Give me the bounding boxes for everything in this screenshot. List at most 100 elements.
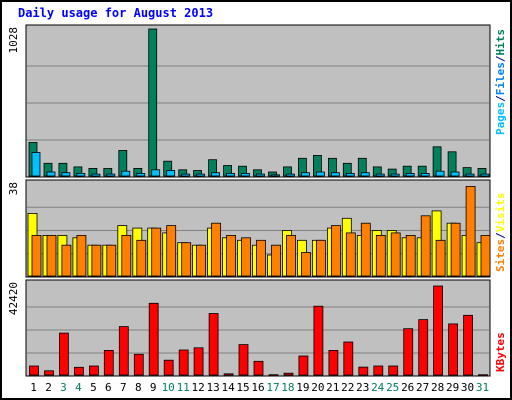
bar-files-day-26 [405, 172, 415, 177]
bar-files-day-22 [345, 172, 355, 177]
bar-sites-day-9 [151, 227, 162, 277]
panel-kbytes: 42420 KBytes [7, 279, 507, 377]
bar-kbytes-day-10 [163, 359, 174, 376]
bar-sites-day-26 [405, 234, 416, 277]
bar-files-day-1 [31, 152, 41, 177]
bar-kbytes-day-13 [208, 313, 219, 376]
bar-sites-day-15 [241, 237, 251, 277]
bar-kbytes-day-24 [373, 365, 384, 376]
bar-kbytes-day-1 [29, 365, 39, 376]
panel-background [25, 24, 491, 178]
bar-files-day-30 [465, 173, 475, 177]
bar-kbytes-day-26 [403, 328, 414, 376]
bar-sites-day-24 [375, 234, 386, 277]
bar-sites-day-18 [286, 234, 296, 277]
bar-kbytes-day-19 [298, 355, 309, 376]
bar-kbytes-day-29 [448, 323, 459, 376]
legend-sites: Sites [494, 239, 507, 272]
legend-separator: / [494, 232, 507, 239]
x-tick-label-17: 17 [266, 381, 279, 394]
bar-files-day-4 [76, 172, 86, 177]
bar-files-day-9 [151, 169, 161, 177]
bar-sites-day-25 [390, 232, 401, 277]
bar-files-day-23 [360, 172, 370, 177]
bar-kbytes-day-14 [223, 373, 234, 376]
x-tick-label-30: 30 [461, 381, 474, 394]
y-max-label: 38 [7, 182, 20, 195]
legend-separator: / [494, 55, 507, 62]
bar-files-day-7 [121, 170, 131, 177]
x-tick-label-11: 11 [177, 381, 190, 394]
bar-sites-day-4 [76, 234, 87, 277]
bar-files-day-17 [271, 174, 280, 177]
bar-sites-day-11 [181, 242, 192, 277]
bar-kbytes-day-27 [418, 319, 429, 376]
bar-files-day-25 [390, 173, 400, 177]
x-tick-label-16: 16 [251, 381, 264, 394]
bar-kbytes-day-28 [433, 285, 444, 376]
y-max-label: 42420 [7, 282, 20, 315]
bar-sites-day-6 [106, 244, 117, 277]
x-tick-label-18: 18 [281, 381, 294, 394]
panel-hits: 1028 Pages/Files/Hits [7, 24, 507, 178]
bar-files-day-20 [315, 171, 325, 177]
bar-sites-day-2 [46, 234, 57, 277]
legend: Sites/Visits [494, 193, 507, 273]
x-tick-label-19: 19 [296, 381, 309, 394]
legend-hits: Hits [494, 29, 507, 56]
bar-kbytes-day-5 [89, 365, 99, 376]
bar-kbytes-day-4 [74, 366, 84, 376]
x-tick-label-3: 3 [60, 381, 67, 394]
bar-files-day-29 [450, 171, 460, 177]
bar-sites-day-21 [330, 225, 341, 277]
bar-sites-day-10 [166, 225, 177, 277]
bar-files-day-8 [136, 172, 146, 177]
bar-sites-day-3 [61, 244, 72, 277]
bar-files-day-19 [300, 172, 310, 177]
bar-sites-day-22 [345, 232, 356, 277]
bar-kbytes-day-16 [253, 360, 264, 376]
bar-files-day-6 [106, 173, 116, 177]
bar-sites-day-13 [211, 222, 222, 277]
bar-kbytes-day-12 [193, 347, 204, 376]
bar-sites-day-29 [450, 222, 461, 277]
x-tick-label-9: 9 [150, 381, 157, 394]
x-tick-label-25: 25 [386, 381, 399, 394]
bar-kbytes-day-23 [358, 366, 369, 376]
x-tick-label-12: 12 [191, 381, 204, 394]
x-tick-label-8: 8 [135, 381, 142, 394]
bar-kbytes-day-11 [178, 349, 189, 376]
bar-files-day-28 [435, 170, 445, 177]
bar-sites-day-14 [226, 234, 237, 277]
chart-panels: 1028 Pages/Files/Hits 38 Sites/Visits 42420K… [7, 24, 507, 377]
bar-sites-day-30 [465, 185, 476, 277]
bar-kbytes-day-8 [133, 353, 144, 376]
bar-sites-day-1 [31, 234, 42, 277]
x-tick-label-31: 31 [476, 381, 489, 394]
x-tick-label-14: 14 [221, 381, 235, 394]
bar-files-day-14 [226, 172, 236, 177]
x-tick-label-4: 4 [75, 381, 82, 394]
y-max-label: 1028 [7, 27, 20, 54]
bar-files-day-18 [286, 173, 295, 177]
bar-sites-day-28 [435, 239, 446, 277]
bar-files-day-13 [211, 172, 221, 177]
bar-sites-day-8 [136, 239, 147, 277]
bar-hits-day-9 [148, 28, 158, 177]
x-tick-label-29: 29 [446, 381, 459, 394]
bar-kbytes-day-7 [118, 326, 129, 376]
bar-sites-day-27 [420, 215, 431, 277]
x-tick-label-26: 26 [401, 381, 414, 394]
bar-files-day-3 [61, 172, 71, 177]
bar-kbytes-day-2 [44, 370, 54, 376]
bar-sites-day-16 [256, 239, 266, 277]
bar-sites-day-7 [121, 234, 132, 277]
bar-files-day-21 [330, 172, 340, 177]
x-tick-label-2: 2 [45, 381, 52, 394]
bar-sites-day-31 [480, 234, 491, 277]
x-tick-label-21: 21 [326, 381, 339, 394]
bar-files-day-12 [196, 173, 206, 177]
x-tick-label-22: 22 [341, 381, 354, 394]
legend: Pages/Files/Hits [494, 29, 507, 135]
bar-sites-day-23 [360, 222, 371, 277]
